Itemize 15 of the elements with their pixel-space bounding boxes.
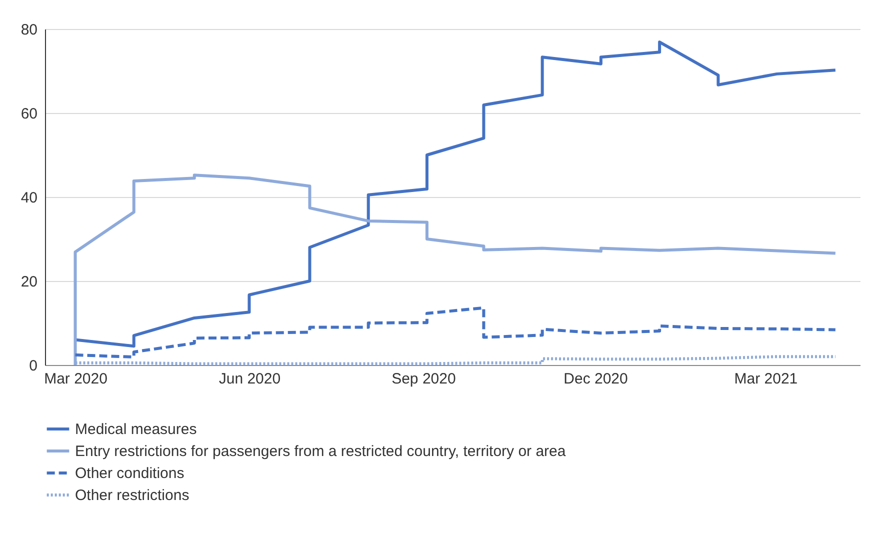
x-tick-label: Mar 2020	[44, 370, 108, 388]
legend-label: Other conditions	[75, 465, 184, 482]
x-tick-label: Dec 2020	[564, 370, 628, 388]
y-tick-label: 0	[29, 358, 38, 374]
y-tick-label: 60	[20, 106, 38, 122]
y-tick-label: 80	[20, 22, 38, 38]
x-tick-label: Jun 2020	[218, 370, 281, 388]
y-tick-label: 40	[20, 190, 38, 206]
x-tick-label: Sep 2020	[392, 370, 456, 388]
line-series	[74, 306, 837, 359]
y-tick-label: 20	[20, 274, 38, 290]
legend-label: Entry restrictions for passengers from a restricted country, territory or area	[75, 443, 566, 460]
legend-label: Medical measures	[75, 421, 197, 438]
legend-label: Other restrictions	[75, 487, 190, 504]
x-tick-label: Mar 2021	[734, 370, 798, 388]
